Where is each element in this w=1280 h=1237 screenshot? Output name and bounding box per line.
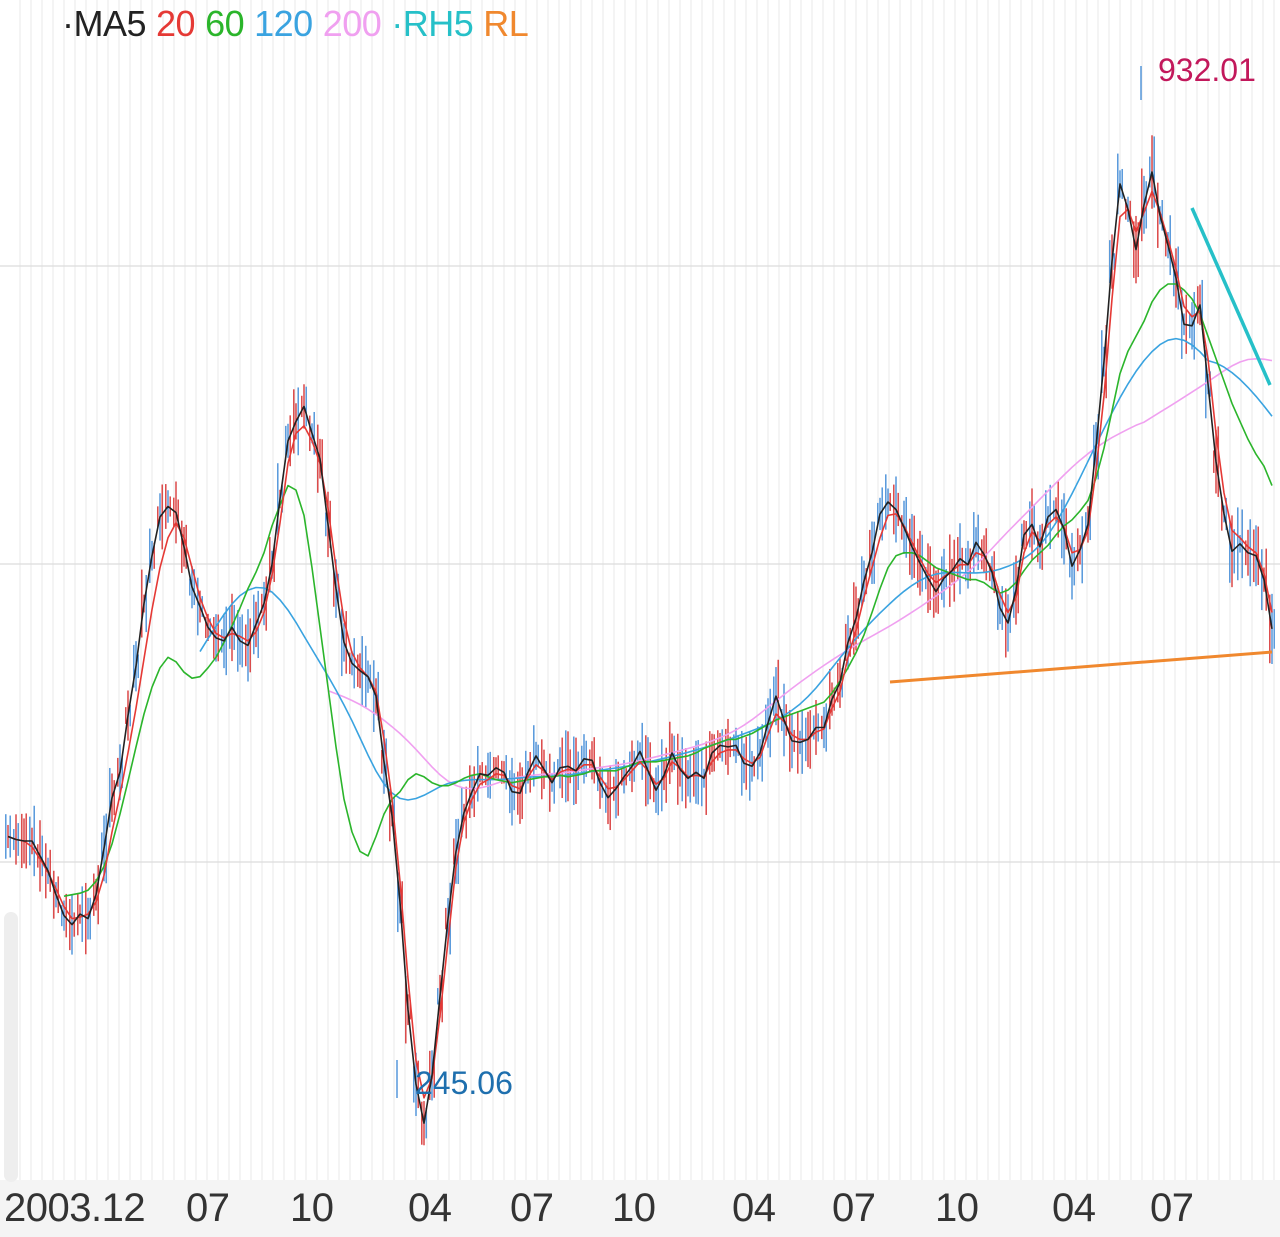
x-tick-label: 10: [290, 1186, 334, 1230]
x-tick-label: 2003.12: [4, 1186, 146, 1230]
chart-legend: ·MA5 20 60 120 200 ·RH5 RL: [62, 2, 538, 46]
x-tick-label: 04: [1052, 1186, 1096, 1230]
series-line-200: [327, 358, 1273, 790]
x-tick-label: 07: [1150, 1186, 1194, 1230]
legend-item-200[interactable]: 200: [322, 3, 382, 44]
legend-item-60[interactable]: 60: [205, 3, 245, 44]
x-tick-label: 10: [612, 1186, 656, 1230]
scroll-thumb[interactable]: [4, 912, 18, 1182]
series-line-20: [7, 190, 1273, 1099]
x-axis-bar: [0, 1180, 1280, 1237]
series-line-rh5: [1190, 207, 1272, 386]
x-tick-label: 07: [510, 1186, 554, 1230]
legend-item-rh5[interactable]: ·RH5: [391, 3, 474, 44]
x-tick-label: 07: [832, 1186, 876, 1230]
x-tick-label: 10: [935, 1186, 979, 1230]
legend-item-ma5[interactable]: ·MA5: [62, 3, 147, 44]
annotation-low: 245.06: [415, 1065, 513, 1101]
x-tick-label: 04: [408, 1186, 452, 1230]
x-tick-label: 07: [186, 1186, 230, 1230]
series-line-ma5: [7, 171, 1273, 1124]
legend-item-20[interactable]: 20: [156, 3, 196, 44]
annotation-high: 932.01: [1158, 52, 1256, 88]
series-line-rl: [889, 650, 1273, 684]
series-line-120: [199, 337, 1273, 801]
x-tick-label: 04: [732, 1186, 776, 1230]
legend-item-120[interactable]: 120: [254, 3, 313, 44]
legend-item-rl[interactable]: RL: [483, 3, 529, 44]
series-line-60: [63, 283, 1273, 897]
